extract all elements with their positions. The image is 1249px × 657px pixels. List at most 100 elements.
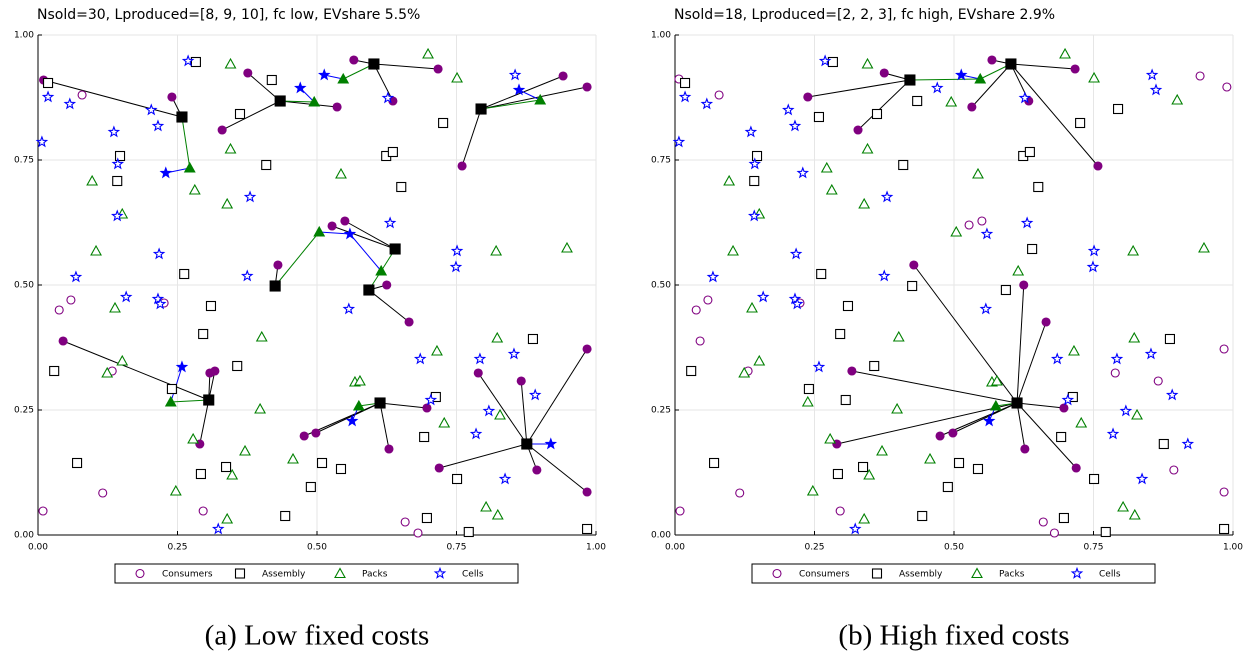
x-tick-label: 1.00 xyxy=(1223,543,1243,553)
consumer-marker xyxy=(879,68,889,78)
link xyxy=(274,231,320,287)
pack-marker xyxy=(1171,93,1184,105)
cell-marker xyxy=(63,97,77,110)
pack-marker xyxy=(727,244,739,256)
pack-marker xyxy=(221,512,234,524)
consumer-marker xyxy=(675,506,685,516)
assembly-marker xyxy=(813,111,825,123)
consumer-marker xyxy=(210,366,220,376)
consumer-marker xyxy=(332,102,342,112)
link xyxy=(170,399,209,403)
consumer-marker xyxy=(217,125,227,135)
pack-marker xyxy=(431,344,443,356)
pack-marker xyxy=(224,57,237,69)
cell-marker xyxy=(1181,437,1195,450)
consumer-marker xyxy=(964,220,974,230)
pack-marker xyxy=(746,301,758,313)
pack-marker xyxy=(892,330,905,342)
cell-marker xyxy=(175,360,189,373)
consumer-marker xyxy=(735,488,745,498)
legend-label: Assembly xyxy=(899,570,943,580)
consumer-marker xyxy=(1153,376,1163,386)
consumer-marker xyxy=(582,344,592,354)
assembly-marker xyxy=(42,77,54,89)
cell-marker xyxy=(744,125,758,138)
assembly-marker xyxy=(832,468,843,480)
link xyxy=(331,225,396,250)
cell-marker xyxy=(678,90,692,103)
consumer-marker xyxy=(1038,517,1048,527)
pack-marker xyxy=(824,432,837,444)
x-tick-label: 0.75 xyxy=(1083,543,1103,553)
caption: (b) High fixed costs xyxy=(838,620,1069,652)
consumer-marker xyxy=(1041,317,1051,327)
assembly-marker xyxy=(686,365,697,377)
pack-marker xyxy=(1075,416,1088,428)
consumer-marker xyxy=(273,260,283,270)
consumer-marker xyxy=(1070,64,1080,74)
assembly-marker xyxy=(72,457,83,469)
cell-marker xyxy=(469,427,483,440)
cell-marker xyxy=(342,302,356,315)
consumer-marker xyxy=(434,463,444,473)
cell-marker xyxy=(318,68,331,81)
link xyxy=(857,79,911,131)
pack-marker xyxy=(308,95,321,107)
link xyxy=(518,89,541,101)
pack-marker xyxy=(90,244,102,256)
cell-marker xyxy=(1050,352,1064,365)
assembly-marker xyxy=(269,280,281,292)
x-tick-label: 1.00 xyxy=(586,543,606,553)
pack-marker xyxy=(255,330,268,342)
consumer-marker xyxy=(977,216,987,226)
chart-title: Nsold=30, Lproduced=[8, 9, 10], fc low, … xyxy=(37,7,420,23)
assembly-marker xyxy=(203,394,215,406)
cell-marker xyxy=(788,119,802,132)
link xyxy=(368,289,410,323)
consumer-marker xyxy=(847,366,857,376)
pack-marker xyxy=(164,395,177,407)
cell-marker xyxy=(1061,393,1075,406)
assembly-marker xyxy=(374,397,386,409)
assembly-marker xyxy=(280,510,291,522)
consumer-marker xyxy=(1219,344,1229,354)
assembly-marker xyxy=(274,95,286,107)
consumer-marker xyxy=(98,488,108,498)
assembly-marker xyxy=(220,461,232,473)
assembly-marker xyxy=(527,333,538,345)
assembly-marker xyxy=(816,268,827,280)
link xyxy=(1016,402,1077,469)
pack-marker xyxy=(109,301,121,313)
consumer-marker xyxy=(691,305,701,315)
link xyxy=(480,99,541,110)
assembly-marker xyxy=(166,383,177,395)
pack-marker xyxy=(1131,408,1143,420)
assembly-marker xyxy=(49,365,60,377)
consumer-marker xyxy=(582,487,592,497)
pack-marker xyxy=(352,399,365,411)
assembly-marker xyxy=(1100,526,1111,538)
link xyxy=(961,74,981,80)
pack-marker xyxy=(335,167,347,179)
link xyxy=(324,74,344,80)
assembly-marker xyxy=(1089,473,1100,485)
cell-marker xyxy=(240,269,254,282)
link xyxy=(373,63,394,102)
y-tick-label: 1.00 xyxy=(651,31,671,41)
consumer-marker xyxy=(77,90,87,100)
pack-marker xyxy=(945,95,958,107)
consumer-marker xyxy=(327,221,337,231)
assembly-marker xyxy=(195,468,206,480)
link xyxy=(1017,402,1064,409)
pack-marker xyxy=(188,183,201,195)
cell-marker xyxy=(151,119,165,132)
assembly-marker xyxy=(1024,146,1035,158)
cell-marker xyxy=(789,247,803,260)
chart-title: Nsold=18, Lproduced=[2, 2, 3], fc high, … xyxy=(674,7,1055,23)
cell-marker xyxy=(508,68,522,81)
legend-label: Consumers xyxy=(162,570,213,580)
cell-marker xyxy=(243,190,257,203)
consumer-marker xyxy=(1019,280,1029,290)
assembly-marker xyxy=(114,150,126,162)
pack-marker xyxy=(494,408,506,420)
